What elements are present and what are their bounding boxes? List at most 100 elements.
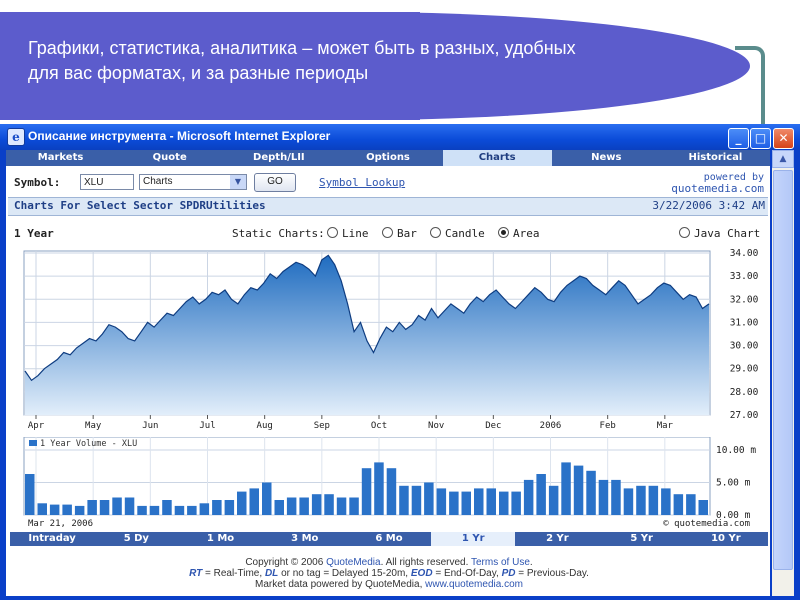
volume-bar [124,497,135,515]
x-tick-label: Apr [28,421,45,431]
dl-text: or no tag = Delayed 15-20m, [281,568,409,579]
nav-tab-historical[interactable]: Historical [688,152,743,163]
volume-bar [374,462,384,515]
volume-bar [648,485,659,516]
x-tick-label: Jul [199,421,215,431]
volume-bar [25,474,35,515]
radio-java-chart[interactable]: Java Chart [679,227,760,240]
nav-tab-options[interactable]: Options [366,152,410,163]
price-line [24,254,710,382]
area-fill [25,255,709,415]
period-tab-3mo[interactable]: 3 Mo [291,533,319,544]
price-chart: Apr May Jun Jul Aug Sep Oct Nov Dec 2006 Feb Mar 34… [23,248,759,431]
chart-header-title: Charts For Select Sector SPDRUtilities [14,199,266,212]
maximize-icon[interactable]: □ [750,128,771,149]
volume-bar [149,505,160,515]
radio-area[interactable]: Area [498,227,540,240]
y-axis: 34.00 33.00 32.00 31.00 30.00 29.00 28.00 27.00 [730,248,759,421]
legend-swatch [29,440,37,446]
y-tick-label: 34.00 [730,248,759,259]
radio-bar[interactable]: Bar [382,227,417,240]
period-tab-5dy[interactable]: 5 Dy [123,533,149,544]
symbol-label: Symbol: [14,176,61,189]
symbol-input[interactable]: XLU [80,174,134,190]
volume-bar [262,482,272,515]
radio-candle[interactable]: Candle [430,227,485,240]
volume-bar [399,485,409,516]
quotemedia-link[interactable]: quotemedia.com [671,182,764,195]
nav-tab-quote[interactable]: Quote [152,152,187,163]
scrollbar-thumb[interactable] [773,170,793,570]
volume-bar [436,488,447,515]
radio-candle-label: Candle [445,227,485,240]
connector-line [735,46,765,130]
y-tick-label: 27.00 [730,410,759,421]
radio-line-label: Line [342,227,369,240]
static-charts-label: Static Charts: [232,227,325,240]
scroll-up-icon[interactable]: ▲ [772,150,794,168]
eod-tag: EOD [410,568,433,579]
volume-date-label: Mar 21, 2006 [28,519,93,529]
volume-bar [62,504,72,515]
volume-bar [162,500,172,515]
nav-tab-news[interactable]: News [591,152,622,163]
volume-bar [424,482,434,515]
symbol-lookup-link[interactable]: Symbol Lookup [319,176,406,189]
window-titlebar[interactable] [0,124,800,150]
chart-type-select[interactable]: Charts [139,174,247,190]
x-tick-label: Aug [257,421,273,431]
area-series [24,254,710,415]
x-tick-label: Nov [428,421,444,431]
nav-tab-charts[interactable]: Charts [442,150,552,166]
volume-bar [199,503,210,515]
y-tick-label: 30.00 [730,341,759,352]
period-tab-5yr[interactable]: 5 Yr [630,533,653,544]
x-tick-label: May [85,421,102,431]
nav-tab-markets[interactable]: Markets [37,152,84,163]
slide-title-line1: Графики, статистика, аналитика – может б… [28,38,576,58]
period-tab-intraday[interactable]: Intraday [28,533,76,544]
eod-text: = End-Of-Day, [435,568,499,579]
volume-bar [548,485,559,516]
radio-icon [382,227,393,238]
volume-bar [212,500,222,515]
chevron-down-icon[interactable]: ▼ [230,175,246,189]
x-tick-label: Oct [371,421,387,431]
footer-powered: Market data powered by QuoteMedia, www.q… [10,579,768,590]
period-tab-1yr[interactable]: 1 Yr [431,532,516,546]
volume-bar [611,479,621,515]
volume-y-tick-label: 10.00 m [716,445,756,456]
radio-line[interactable]: Line [327,227,369,240]
volume-bar [187,505,197,515]
volume-bar [87,500,97,515]
period-tab-10yr[interactable]: 10 Yr [711,533,741,544]
terms-link[interactable]: Terms of Use [470,557,530,568]
nav-tab-depth[interactable]: Depth/LII [253,152,305,163]
title-banner-fill [0,12,420,120]
x-tick-label: Feb [600,421,616,431]
period-tab-6mo[interactable]: 6 Mo [375,533,403,544]
y-tick-label: 32.00 [730,294,759,305]
period-tab-2yr[interactable]: 2 Yr [546,533,569,544]
close-icon[interactable]: ✕ [773,128,794,149]
rt-tag: RT [189,568,203,579]
volume-bar [311,494,322,515]
volume-bar [411,485,422,516]
volume-bar [386,468,397,515]
y-tick-label: 33.00 [730,271,759,282]
volume-bar [499,491,509,515]
volume-bar [137,505,147,515]
go-button[interactable]: GO [254,173,296,192]
minimize-icon[interactable]: _ [728,128,749,149]
period-tab-1mo[interactable]: 1 Mo [206,533,235,544]
volume-bar [299,497,309,515]
footer-copyright: Copyright © 2006 QuoteMedia. All rights … [10,557,768,568]
quotemedia-site-link[interactable]: www.quotemedia.com [425,579,523,590]
quotemedia-footer-link[interactable]: QuoteMedia [326,557,381,568]
volume-bar [274,500,284,515]
volume-bar [99,500,110,515]
footer-legend: RT = Real-Time, DL or no tag = Delayed 1… [10,568,768,579]
volume-bar [224,500,235,515]
volume-bar [523,479,534,515]
volume-bar [686,494,696,515]
